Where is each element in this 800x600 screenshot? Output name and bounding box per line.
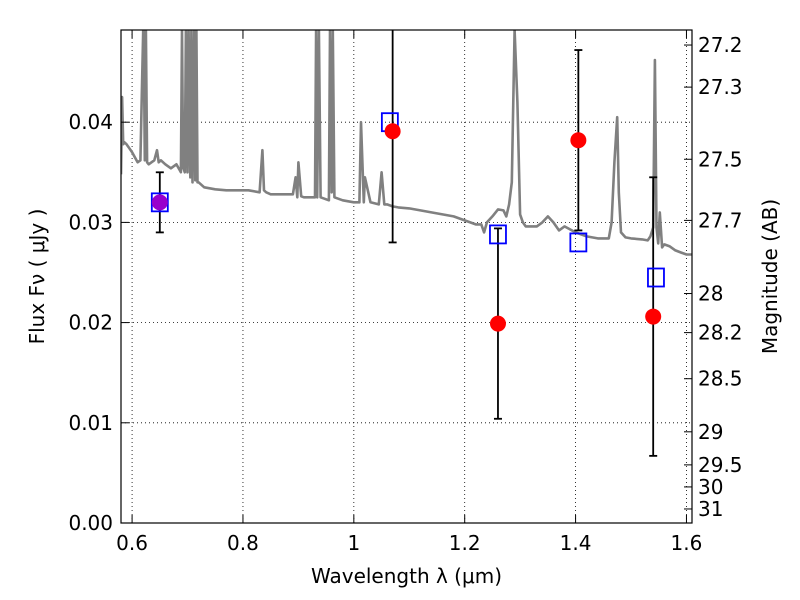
x-tick-label: 1	[347, 531, 360, 555]
errorbar-layer	[155, 30, 658, 457]
y-axis-left: 0.00 0.01 0.02 0.03 0.04	[68, 110, 129, 535]
x-axis: 0.6 0.8 1 1.2 1.4 1.6	[116, 30, 702, 555]
y-tick-label: 0.00	[68, 511, 113, 535]
x-tick-label: 1.2	[449, 531, 481, 555]
x-axis-title: Wavelength λ (μm)	[311, 564, 502, 588]
y2-axis-title: Magnitude (AB)	[758, 199, 782, 354]
y-tick-label: 0.03	[68, 210, 113, 234]
observed-photometry-point	[489, 315, 506, 332]
y2-tick-label: 27.2	[698, 33, 743, 57]
model-photometry-layer	[150, 112, 665, 288]
model-photometry-square	[569, 232, 588, 253]
y-axis-title: Flux Fν ( μJy )	[25, 209, 49, 345]
x-tick-label: 1.6	[671, 531, 703, 555]
y2-tick-label: 29.5	[698, 453, 743, 477]
x-tick-label: 0.8	[227, 531, 259, 555]
y2-tick-label: 28.2	[698, 321, 743, 345]
y2-tick-label: 27.7	[698, 208, 743, 232]
y2-tick-label: 30	[698, 475, 723, 499]
model-photometry-square	[647, 267, 665, 288]
y-tick-label: 0.04	[68, 110, 113, 134]
grid-layer	[121, 30, 692, 524]
observed-photometry-point	[151, 194, 168, 211]
plot-frame	[120, 29, 693, 524]
x-tick-label: 1.4	[560, 531, 592, 555]
observed-photometry-layer	[151, 123, 662, 332]
y2-tick-label: 28.5	[698, 367, 743, 391]
y2-tick-label: 29	[698, 420, 723, 444]
spectrum-layer	[121, 30, 692, 256]
y-tick-label: 0.02	[68, 311, 113, 335]
observed-photometry-point	[384, 123, 401, 140]
observed-photometry-point	[645, 308, 662, 325]
y2-tick-label: 28	[698, 282, 723, 306]
y2-tick-label: 27.3	[698, 75, 743, 99]
x-tick-label: 0.6	[116, 531, 148, 555]
model-photometry-square	[489, 224, 507, 245]
spectrum-line	[121, 30, 692, 256]
observed-photometry-point	[570, 132, 587, 149]
y2-tick-label: 27.5	[698, 147, 743, 171]
y2-tick-label: 31	[698, 497, 723, 521]
y-tick-label: 0.01	[68, 411, 113, 435]
